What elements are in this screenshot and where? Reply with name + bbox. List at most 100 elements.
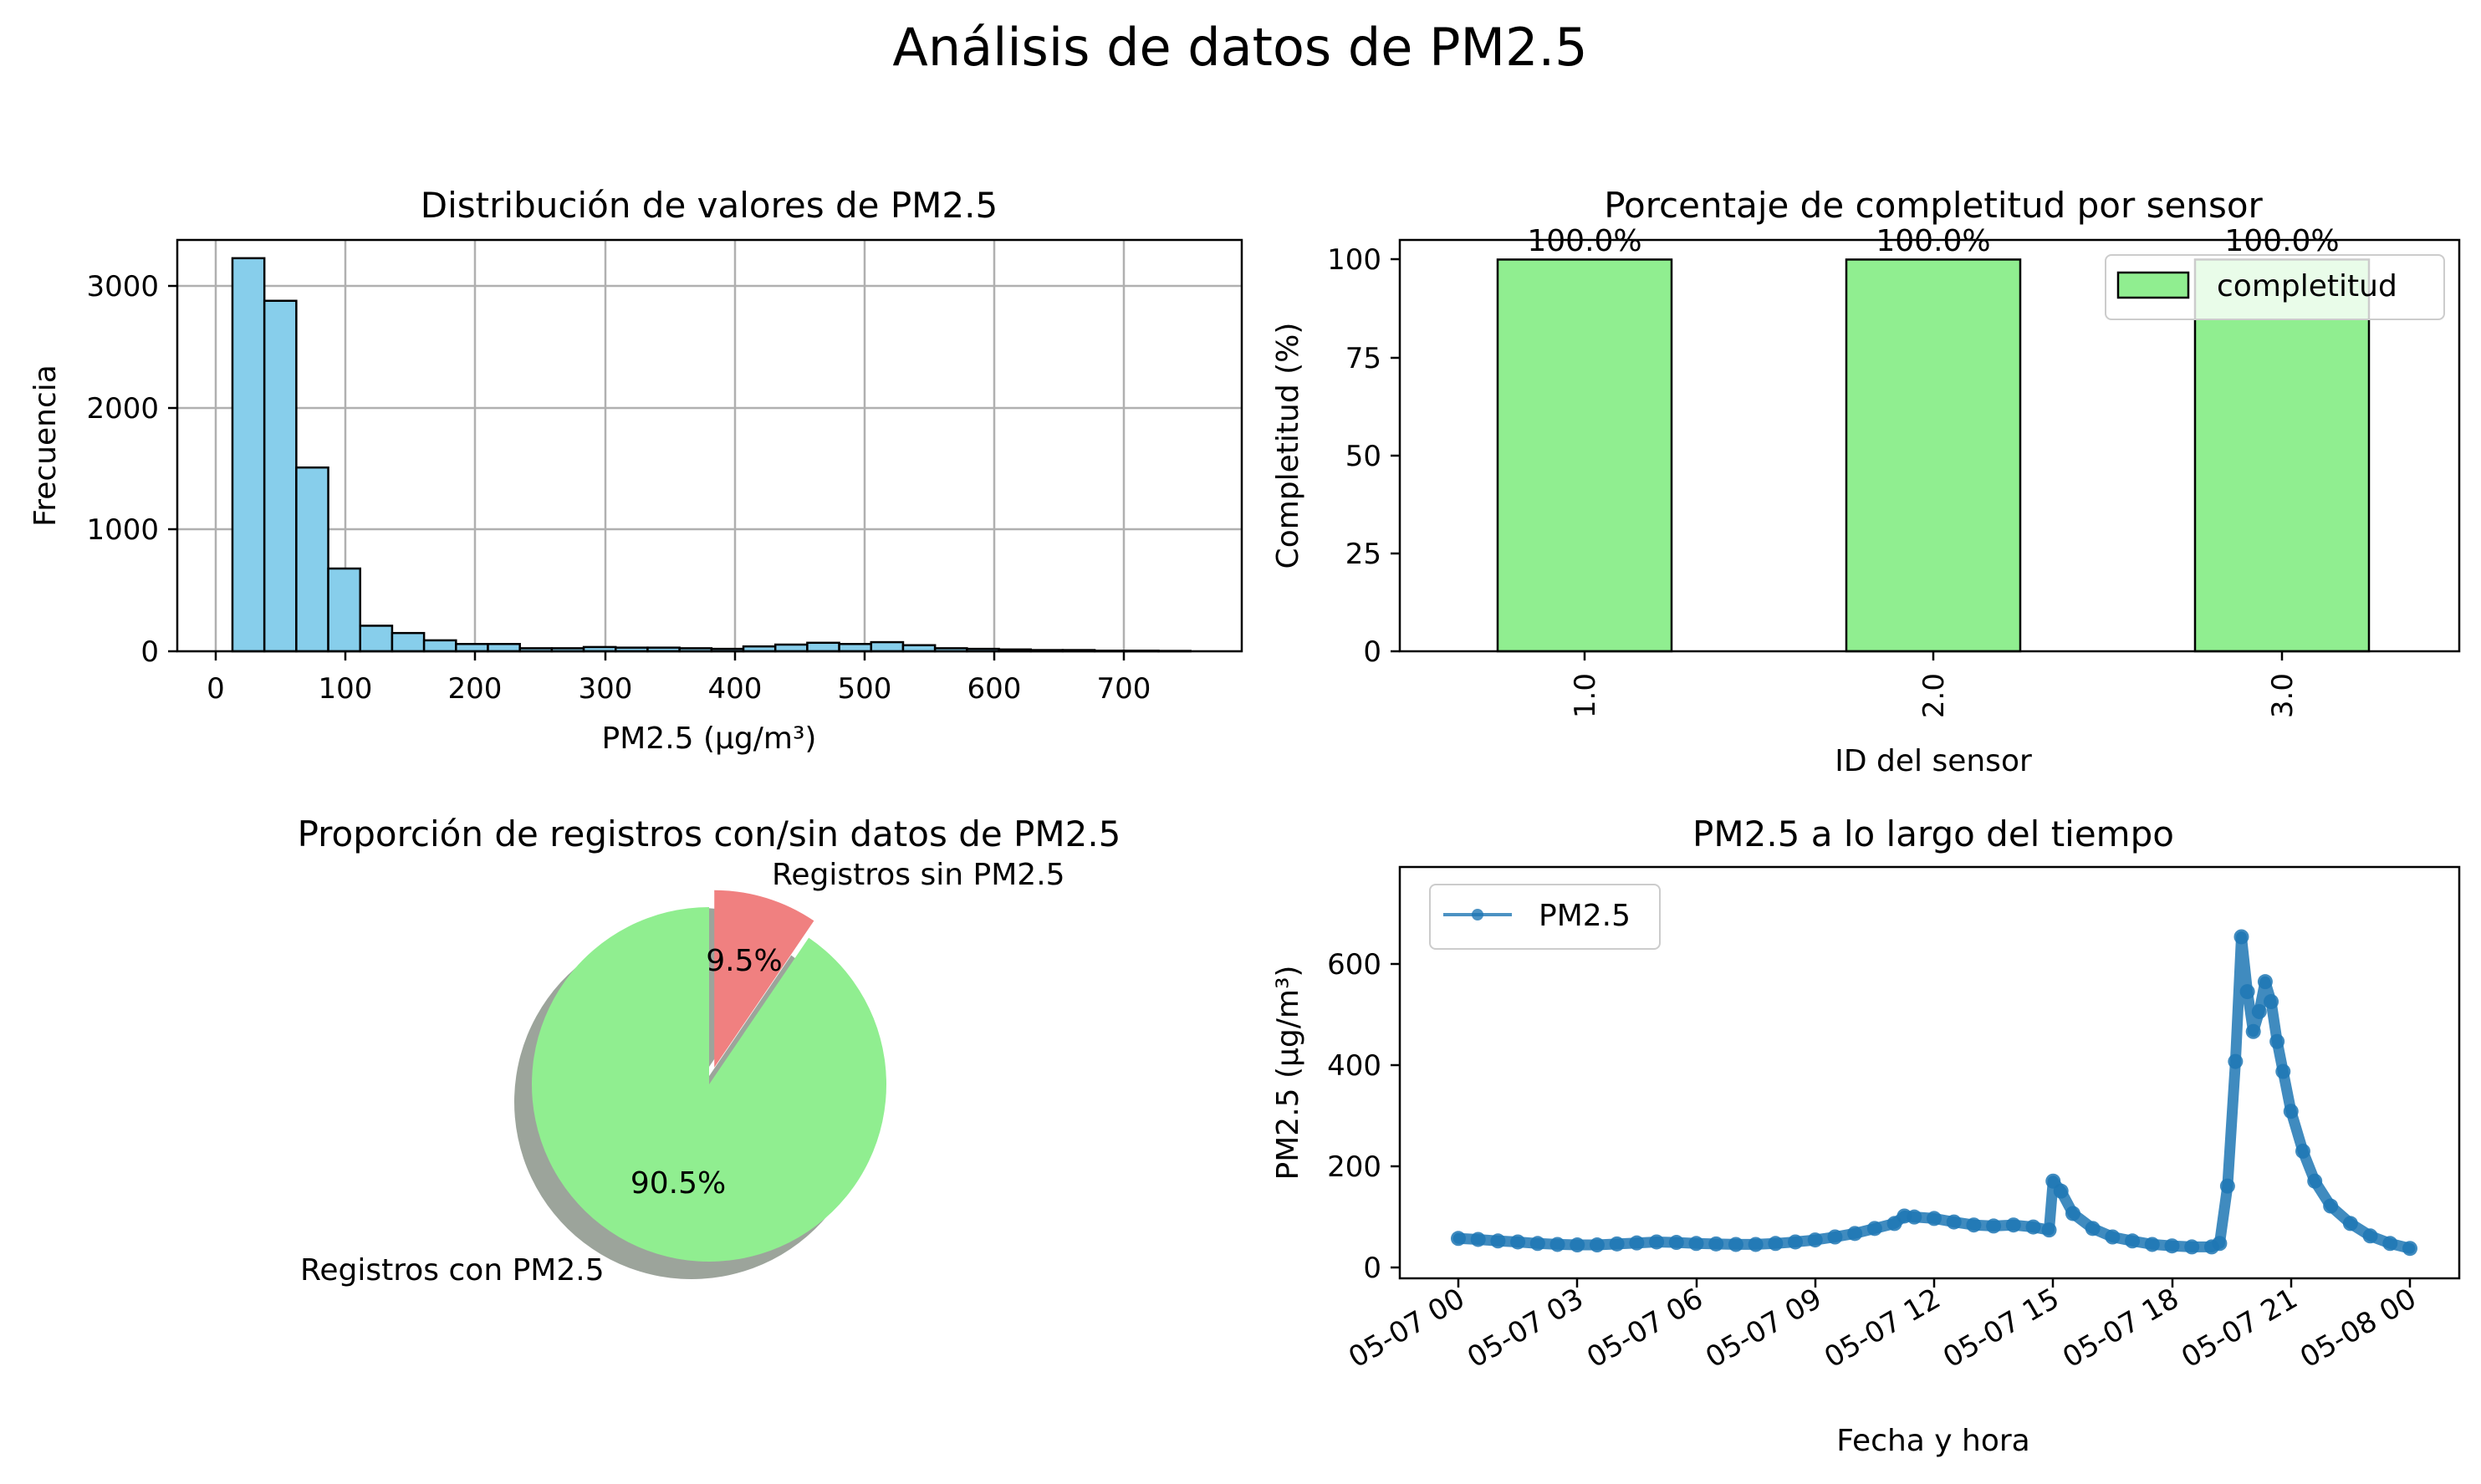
y-tick-label: 0	[140, 635, 159, 669]
pm25-point	[1788, 1234, 1804, 1250]
x-tick-label: 2.0	[1917, 673, 1951, 718]
pm25-point	[1927, 1211, 1942, 1226]
pm25-point	[2005, 1217, 2021, 1233]
histogram-bar	[838, 643, 873, 653]
pm25-point	[1510, 1234, 1526, 1250]
legend-box	[1429, 884, 1661, 950]
y-tick-label: 400	[1327, 1049, 1381, 1083]
histogram-x-axis-label: PM2.5 (μg/m³)	[602, 722, 817, 756]
x-tick-label: 200	[448, 672, 503, 706]
pm25-point	[2233, 929, 2249, 945]
histogram-bar	[263, 299, 298, 653]
x-tick-label: 1.0	[1569, 673, 1602, 718]
x-tick-label: 05-08 00	[2295, 1282, 2422, 1374]
pm25-points	[1451, 929, 2417, 1257]
bar-data-label: 100.0%	[1527, 224, 1641, 258]
pm25-point	[1728, 1237, 1743, 1252]
x-tick-label: 700	[1097, 672, 1151, 706]
histogram-axes-frame	[176, 238, 1243, 653]
pm25-point	[1866, 1221, 1882, 1237]
y-tick-label: 200	[1327, 1150, 1381, 1184]
pm25-point	[1629, 1235, 1645, 1251]
x-tick-label: 05-07 09	[1700, 1282, 1827, 1374]
legend-box	[2105, 254, 2445, 320]
histogram-bar	[422, 639, 457, 653]
pm25-point	[1907, 1209, 1922, 1225]
pm25-point	[2025, 1219, 2041, 1235]
pm25-point	[2402, 1241, 2417, 1257]
legend-label: completitud	[2217, 269, 2397, 303]
x-tick-label: 0	[207, 672, 225, 706]
pm25-point	[2295, 1143, 2310, 1159]
legend-marker	[1472, 909, 1483, 920]
timeseries-title: PM2.5 a lo largo del tiempo	[1692, 813, 2174, 854]
timeseries-legend: PM2.5	[1429, 884, 1661, 950]
histogram-y-axis-label: Frecuencia	[28, 365, 63, 527]
x-tick-label: 05-07 15	[1937, 1282, 2065, 1374]
histogram-bar	[391, 631, 426, 653]
y-tick-label: 25	[1345, 538, 1381, 571]
pm25-point	[1807, 1232, 1823, 1248]
pm25-point	[2144, 1237, 2160, 1252]
completeness-panel: 0 25 50 75 100 1.0 2.0 3.0 100.0% 100.0%…	[1271, 185, 2461, 778]
histogram-bar	[359, 625, 394, 653]
pm25-point	[1549, 1237, 1565, 1252]
pm25-point	[2125, 1233, 2141, 1249]
x-tick-label: 300	[579, 672, 633, 706]
pm25-point	[1827, 1229, 1843, 1245]
y-tick-label: 0	[1363, 1252, 1381, 1285]
pm25-point	[2275, 1063, 2291, 1079]
pm25-point	[2269, 1033, 2285, 1049]
pm25-point	[2053, 1183, 2069, 1199]
pm25-point	[1847, 1226, 1863, 1242]
pm25-point	[2362, 1228, 2378, 1244]
y-tick-label: 2000	[86, 392, 159, 426]
pie-slice	[532, 907, 886, 1262]
pm25-point	[1668, 1235, 1684, 1251]
histogram-bar	[487, 643, 521, 653]
y-tick-label: 0	[1363, 635, 1381, 669]
pm25-point	[2245, 1023, 2261, 1039]
pm25-point	[2085, 1221, 2101, 1237]
histogram-bar	[295, 466, 329, 653]
pm25-point	[1986, 1218, 2002, 1234]
pm25-point	[1748, 1237, 1764, 1252]
histogram-bar	[806, 641, 840, 653]
pm25-point	[2264, 994, 2279, 1010]
pie-slice-label: Registros sin PM2.5	[772, 858, 1065, 892]
pm25-point	[2257, 974, 2273, 990]
x-tick-label: 05-07 06	[1581, 1282, 1708, 1374]
x-tick-label: 500	[838, 672, 892, 706]
timeseries-x-axis-label: Fecha y hora	[1836, 1424, 2029, 1458]
pm25-point	[1529, 1236, 1545, 1252]
pie-panel: 90.5% 9.5% Registros con PM2.5 Registros…	[298, 813, 1121, 1288]
completeness-y-axis-label: Completitud (%)	[1271, 323, 1305, 569]
y-tick-label: 1000	[86, 513, 159, 547]
pm25-point	[1570, 1237, 1585, 1253]
completeness-axes-frame	[1398, 238, 2461, 653]
histogram-panel: 0 100 200 300 400 500 600 700 0 1000 200…	[28, 185, 1243, 756]
pm25-point	[1966, 1217, 1982, 1233]
pm25-point	[2219, 1178, 2235, 1194]
y-tick-label: 50	[1345, 440, 1381, 473]
pm25-point	[1946, 1214, 1962, 1230]
pm25-point	[2342, 1216, 2358, 1232]
pm25-point	[1470, 1232, 1486, 1247]
pie-slice	[714, 890, 814, 1068]
pm25-point	[2105, 1229, 2121, 1245]
x-tick-label: 600	[967, 672, 1022, 706]
completeness-bars	[1496, 258, 2371, 653]
pm25-point	[2307, 1173, 2323, 1189]
pie-pct-label: 90.5%	[630, 1166, 726, 1201]
pm25-point	[1490, 1233, 1506, 1249]
timeseries-y-axis-label: PM2.5 (μg/m³)	[1271, 966, 1305, 1181]
y-tick-label: 600	[1327, 948, 1381, 982]
pm25-point	[2041, 1222, 2057, 1238]
completeness-x-axis-label: ID del sensor	[1835, 744, 2032, 778]
pm25-point	[2239, 984, 2255, 1000]
y-tick-label: 75	[1345, 342, 1381, 375]
x-tick-label: 3.0	[2266, 673, 2300, 718]
pm25-point	[2164, 1238, 2180, 1254]
pm25-point	[2323, 1198, 2339, 1214]
x-tick-label: 05-07 03	[1462, 1282, 1589, 1374]
